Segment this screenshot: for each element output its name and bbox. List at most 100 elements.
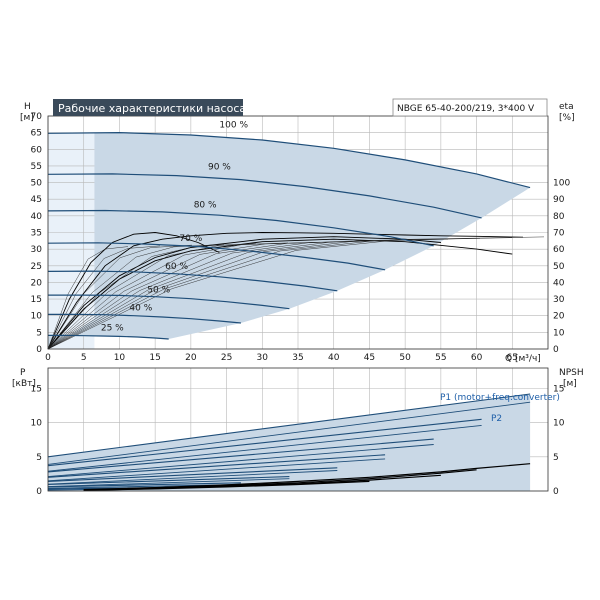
top-plot-frame bbox=[47, 115, 549, 350]
p1-curve-5 bbox=[47, 476, 290, 486]
p-tick-0: 0 bbox=[36, 487, 42, 497]
y-tick-65: 65 bbox=[31, 129, 42, 139]
y-tick-35: 35 bbox=[31, 229, 42, 239]
p2-curve-1 bbox=[47, 424, 482, 472]
y-axis-label-npsh: NPSH bbox=[559, 368, 584, 378]
p2-curve-3 bbox=[47, 458, 386, 482]
y-tick-30: 30 bbox=[31, 245, 43, 255]
y-right-tick-80: 80 bbox=[553, 212, 565, 222]
p1-curve-2 bbox=[47, 438, 434, 473]
speed-curve-90 bbox=[47, 173, 482, 219]
speed-label-100: 100 % bbox=[219, 121, 248, 131]
eta-curve-2 bbox=[47, 232, 524, 350]
npsh-curve-3 bbox=[83, 480, 370, 491]
p2-curve-0 bbox=[47, 401, 531, 465]
x-tick-50: 50 bbox=[399, 353, 411, 363]
y-right-tick-100: 100 bbox=[553, 179, 570, 189]
bottom-plot-frame bbox=[47, 367, 549, 492]
speed-label-80: 80 % bbox=[194, 201, 217, 211]
x-tick-60: 60 bbox=[471, 353, 483, 363]
p1-curve-1 bbox=[47, 418, 482, 467]
speed-curve-80 bbox=[47, 209, 434, 247]
y-axis-label-p: P bbox=[20, 368, 26, 378]
speed-label-40: 40 % bbox=[129, 304, 152, 314]
p-tick-5: 5 bbox=[36, 453, 42, 463]
y-right-tick-20: 20 bbox=[553, 312, 565, 322]
p2-curve-2 bbox=[47, 444, 434, 478]
y-tick-5: 5 bbox=[36, 328, 42, 338]
y-axis-label-h: H bbox=[24, 102, 31, 112]
p1-curve-3 bbox=[47, 454, 386, 478]
npsh-tick-10: 10 bbox=[553, 419, 565, 429]
eta-fan-line-2 bbox=[47, 244, 193, 350]
eta-fan-line-1 bbox=[47, 245, 161, 350]
speed-label-70: 70 % bbox=[179, 234, 202, 244]
x-axis-unit-q: [м³/ч] bbox=[515, 354, 541, 364]
x-tick-15: 15 bbox=[149, 353, 160, 363]
x-tick-55: 55 bbox=[435, 353, 446, 363]
x-tick-20: 20 bbox=[185, 353, 197, 363]
y-tick-15: 15 bbox=[31, 295, 42, 305]
x-tick-45: 45 bbox=[364, 353, 375, 363]
x-tick-35: 35 bbox=[292, 353, 303, 363]
speed-label-90: 90 % bbox=[208, 162, 231, 172]
y-axis-unit-eta: [%] bbox=[559, 113, 575, 123]
y-right-tick-90: 90 bbox=[553, 195, 565, 205]
p1-curve-6 bbox=[47, 482, 241, 488]
y-tick-0: 0 bbox=[36, 345, 42, 355]
y-right-tick-10: 10 bbox=[553, 328, 565, 338]
y-right-tick-50: 50 bbox=[553, 262, 565, 272]
p-tick-10: 10 bbox=[31, 419, 43, 429]
speed-label-60: 60 % bbox=[165, 262, 188, 272]
eta-fan-line-13 bbox=[47, 236, 545, 350]
speed-curves bbox=[47, 131, 531, 340]
y-right-tick-40: 40 bbox=[553, 278, 565, 288]
eta-curve-3 bbox=[47, 232, 220, 350]
efficiency-curves bbox=[47, 232, 545, 350]
y-tick-55: 55 bbox=[31, 162, 42, 172]
y-axis-unit-p: [кВт] bbox=[12, 379, 36, 389]
legend-p2: P2 bbox=[491, 414, 502, 424]
x-tick-5: 5 bbox=[81, 353, 87, 363]
top-chart: 100 % 90 % 80 % 70 % 60 % 50 % 40 % 25 % 0 5 10 15… bbox=[20, 98, 575, 364]
p1-curve-4 bbox=[47, 467, 338, 482]
y-tick-60: 60 bbox=[31, 145, 43, 155]
speed-label-50: 50 % bbox=[147, 285, 170, 295]
eta-fan-line-0 bbox=[47, 246, 129, 350]
y-tick-40: 40 bbox=[31, 212, 43, 222]
x-tick-65: 65 bbox=[507, 353, 518, 363]
top-axes: 0 5 10 15 20 25 30 35 40 45 50 55 60 65 0 5 10 15 20 25 30 35… bbox=[31, 112, 571, 363]
bottom-chart: 0 5 10 15 0 5 10 15 P [кВт] NPSH [м] P1 (motor+… bbox=[12, 367, 584, 497]
y-tick-45: 45 bbox=[31, 195, 42, 205]
y-axis-unit-npsh: [м] bbox=[563, 379, 577, 389]
y-right-tick-0: 0 bbox=[553, 345, 559, 355]
eta-fan-line-4 bbox=[47, 243, 257, 350]
speed-curve-50 bbox=[48, 294, 290, 310]
speed-curve-40 bbox=[48, 313, 241, 324]
x-axis-label-q: Q bbox=[505, 354, 512, 364]
power-curves bbox=[47, 393, 531, 491]
model-label: NBGE 65-40-200/219, 3*400 V bbox=[397, 104, 535, 114]
eta-curve-0 bbox=[47, 238, 513, 350]
x-tick-10: 10 bbox=[114, 353, 126, 363]
speed-curve-70 bbox=[47, 242, 386, 271]
y-axis-label-eta: eta bbox=[559, 102, 574, 112]
y-tick-50: 50 bbox=[31, 179, 43, 189]
x-tick-40: 40 bbox=[328, 353, 340, 363]
chart-title: Рабочие характеристики насоса bbox=[58, 102, 246, 115]
model-label-box bbox=[392, 98, 548, 117]
npsh-tick-5: 5 bbox=[553, 453, 559, 463]
y-axis-unit-h: [м] bbox=[20, 113, 34, 123]
speed-curve-100 bbox=[47, 131, 531, 189]
speed-curve-60 bbox=[47, 270, 338, 292]
chart-title-background bbox=[53, 99, 243, 116]
npsh-tick-0: 0 bbox=[553, 487, 559, 497]
speed-label-25: 25 % bbox=[101, 324, 124, 334]
p1-curve-0 bbox=[47, 393, 531, 458]
y-tick-25: 25 bbox=[31, 262, 42, 272]
x-tick-25: 25 bbox=[221, 353, 232, 363]
x-tick-30: 30 bbox=[257, 353, 269, 363]
npsh-curve-1 bbox=[83, 469, 477, 491]
x-tick-0: 0 bbox=[45, 353, 51, 363]
